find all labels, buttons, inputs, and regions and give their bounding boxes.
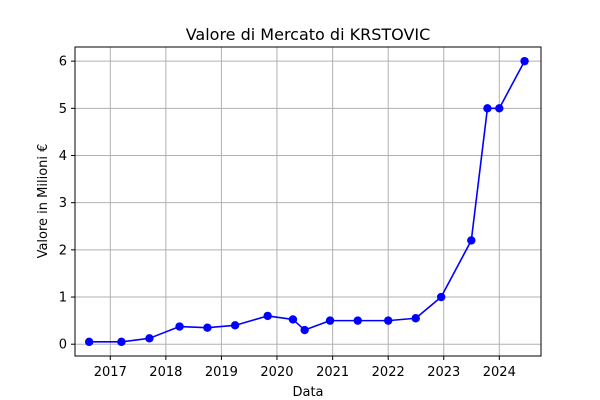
chart-title: Valore di Mercato di KRSTOVIC [186, 25, 431, 44]
data-point [230, 321, 240, 330]
x-tick-label: 2018 [149, 365, 182, 380]
data-point [520, 56, 529, 66]
data-point [145, 334, 154, 343]
y-tick-label: 4 [59, 149, 67, 164]
y-tick-label: 1 [59, 291, 67, 306]
data-point [353, 316, 362, 325]
data-point [288, 315, 298, 324]
data-point [117, 337, 126, 347]
data-point [84, 337, 94, 347]
data-point [175, 322, 184, 331]
x-tick-label: 2022 [372, 365, 405, 380]
data-point [384, 316, 393, 325]
x-axis-label: Data [292, 385, 323, 400]
data-point [467, 236, 476, 245]
x-tick-label: 2024 [483, 365, 516, 380]
data-point [436, 292, 446, 302]
data-point [203, 323, 212, 332]
data-point [263, 311, 272, 321]
y-tick-label: 3 [59, 196, 67, 211]
x-tick-label: 2017 [94, 365, 127, 380]
data-point [483, 104, 492, 113]
data-point [411, 314, 420, 323]
x-tick-label: 2021 [316, 365, 349, 380]
data-point [300, 325, 309, 335]
data-point [325, 316, 335, 325]
axis-ticks: 2017 2018 2019 2020 2021 2022 2023 2024 0 1 2 3 4 5 6 [59, 55, 516, 380]
y-tick-label: 2 [59, 243, 67, 258]
y-tick-label: 5 [59, 102, 67, 117]
x-tick-label: 2019 [205, 365, 238, 380]
plot-area-frame [74, 46, 542, 357]
y-axis-label: Valore in Milioni € [36, 144, 51, 259]
data-point [495, 104, 504, 113]
series-line [89, 60, 526, 343]
grid-lines [75, 47, 541, 356]
series-layer [84, 56, 529, 347]
y-tick-label: 6 [59, 55, 67, 70]
x-tick-label: 2023 [427, 365, 460, 380]
y-tick-label: 0 [59, 338, 67, 353]
x-tick-label: 2020 [260, 365, 293, 380]
